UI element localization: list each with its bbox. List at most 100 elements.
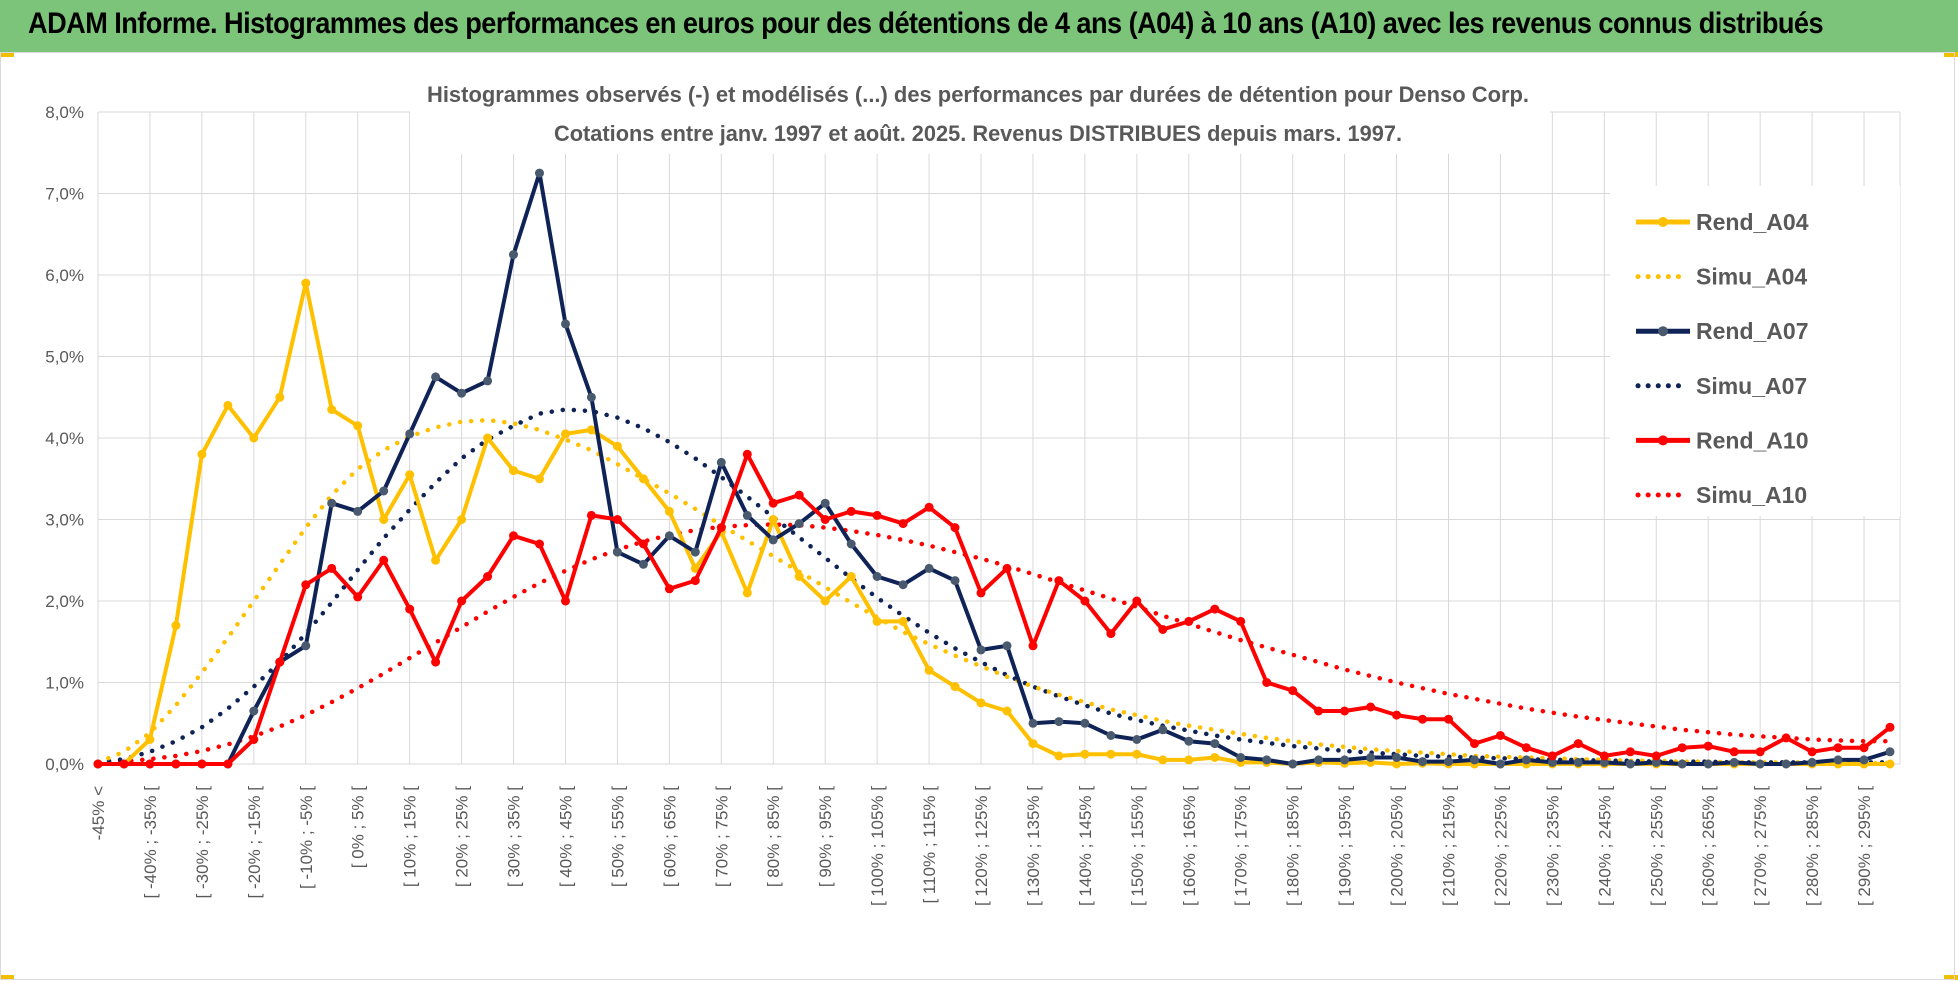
x-tick-label: [ 250% ; 255% [ xyxy=(1647,786,1666,906)
point-rend-a07 xyxy=(561,319,570,329)
point-rend-a10 xyxy=(1755,747,1765,757)
x-tick-label: [ -20% ; -15% [ xyxy=(245,786,264,899)
x-tick-label: [ 10% ; 15% [ xyxy=(401,786,420,887)
point-rend-a10 xyxy=(1677,743,1687,753)
point-rend-a10 xyxy=(249,735,259,744)
x-tick-label: [ 90% ; 95% [ xyxy=(816,786,835,887)
point-rend-a07 xyxy=(898,580,908,590)
x-tick-label: [ 140% ; 145% [ xyxy=(1076,786,1095,906)
series-line-simu-a04 xyxy=(95,417,1893,766)
point-rend-a07 xyxy=(1002,641,1012,651)
point-rend-a07 xyxy=(846,539,856,549)
point-rend-a10 xyxy=(1470,739,1479,749)
point-rend-a04 xyxy=(846,572,856,581)
point-rend-a07 xyxy=(638,559,648,569)
x-tick-label: [ 260% ; 265% [ xyxy=(1699,786,1718,906)
point-rend-a07 xyxy=(405,429,415,439)
point-rend-a07 xyxy=(1418,757,1427,767)
point-rend-a04 xyxy=(301,278,311,288)
point-rend-a07 xyxy=(1547,757,1557,767)
x-tick-label: [ 220% ; 225% [ xyxy=(1491,786,1510,906)
series-line-simu-a07 xyxy=(95,407,1893,765)
point-rend-a10 xyxy=(1573,739,1583,749)
point-rend-a07 xyxy=(1444,757,1453,767)
y-tick-label: 4,0% xyxy=(45,429,84,448)
point-rend-a10 xyxy=(1885,722,1895,732)
point-rend-a04 xyxy=(197,449,207,459)
point-rend-a10 xyxy=(1366,702,1376,712)
point-rend-a10 xyxy=(1132,596,1142,606)
point-rend-a07 xyxy=(431,372,441,382)
point-rend-a04 xyxy=(1132,749,1142,759)
point-rend-a10 xyxy=(1625,747,1635,757)
legend-label-rend-a10: Rend_A10 xyxy=(1696,427,1808,453)
point-rend-a07 xyxy=(612,547,622,557)
point-rend-a04 xyxy=(612,441,622,451)
point-rend-a07 xyxy=(976,645,986,655)
point-rend-a10 xyxy=(509,531,518,541)
x-tick-label: [ 50% ; 55% [ xyxy=(608,786,627,887)
point-rend-a10 xyxy=(1729,747,1739,757)
point-rend-a04 xyxy=(1080,749,1090,759)
point-rend-a04 xyxy=(1054,751,1064,761)
point-rend-a07 xyxy=(664,531,674,541)
x-tick-label: [ -10% ; -5% [ xyxy=(297,786,316,889)
point-rend-a07 xyxy=(820,498,830,508)
legend-label-simu-a04: Simu_A04 xyxy=(1696,264,1807,290)
y-tick-label: 1,0% xyxy=(45,674,84,693)
point-rend-a10 xyxy=(119,759,129,769)
point-rend-a10 xyxy=(950,523,960,533)
point-rend-a04 xyxy=(483,433,493,443)
point-rend-a07 xyxy=(1781,759,1791,769)
point-rend-a10 xyxy=(1495,731,1505,740)
x-tick-label: [ 160% ; 165% [ xyxy=(1180,786,1199,906)
point-rend-a04 xyxy=(794,572,804,581)
point-rend-a10 xyxy=(690,576,700,586)
point-rend-a04 xyxy=(950,682,960,692)
point-rend-a07 xyxy=(379,486,389,496)
point-rend-a10 xyxy=(976,588,986,598)
y-tick-label: 3,0% xyxy=(45,511,84,530)
point-rend-a07 xyxy=(1080,718,1090,728)
point-rend-a07 xyxy=(794,519,804,529)
legend-marker-rend-a04 xyxy=(1658,217,1668,227)
y-tick-label: 2,0% xyxy=(45,592,84,611)
point-rend-a07 xyxy=(1132,735,1142,744)
y-tick-label: 7,0% xyxy=(45,185,84,204)
point-rend-a07 xyxy=(327,498,337,508)
point-rend-a10 xyxy=(535,539,544,549)
point-rend-a07 xyxy=(1210,739,1220,749)
x-tick-label: [ 80% ; 85% [ xyxy=(764,786,783,887)
point-rend-a04 xyxy=(1028,739,1038,749)
point-rend-a07 xyxy=(768,535,778,545)
point-rend-a10 xyxy=(1158,625,1168,634)
point-rend-a10 xyxy=(1236,616,1246,626)
point-rend-a07 xyxy=(1184,736,1194,746)
point-rend-a10 xyxy=(1781,733,1791,743)
point-rend-a07 xyxy=(1755,759,1765,769)
series-line-simu-a10 xyxy=(95,522,1893,766)
point-rend-a10 xyxy=(1054,576,1064,586)
point-rend-a04 xyxy=(327,405,337,414)
point-rend-a04 xyxy=(820,596,830,606)
point-rend-a10 xyxy=(1521,743,1531,753)
point-rend-a04 xyxy=(768,515,778,524)
x-tick-label: [ 120% ; 125% [ xyxy=(972,786,991,906)
point-rend-a10 xyxy=(1599,751,1609,761)
point-rend-a10 xyxy=(586,510,596,520)
point-rend-a04 xyxy=(898,616,908,626)
point-rend-a07 xyxy=(509,250,518,260)
point-rend-a04 xyxy=(171,621,181,630)
series-layer xyxy=(93,168,1895,769)
point-rend-a04 xyxy=(249,433,259,443)
point-rend-a07 xyxy=(1106,731,1116,740)
point-rend-a07 xyxy=(535,168,544,178)
point-rend-a10 xyxy=(1833,743,1843,753)
point-rend-a10 xyxy=(145,759,155,769)
point-rend-a07 xyxy=(1677,759,1687,769)
x-tick-label: [ 0% ; 5% [ xyxy=(349,786,368,868)
point-rend-a10 xyxy=(794,490,804,500)
x-tick-label: [ 110% ; 115% [ xyxy=(920,786,939,904)
x-tick-label: [ 20% ; 25% [ xyxy=(453,786,472,887)
point-rend-a07 xyxy=(457,388,467,398)
